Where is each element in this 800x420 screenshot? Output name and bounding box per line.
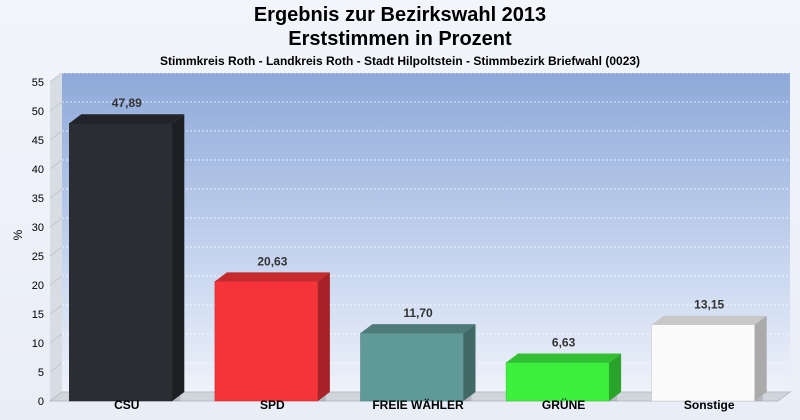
x-tick-label: Sonstige xyxy=(684,398,735,412)
y-tick-label: 55 xyxy=(32,77,44,89)
bar-side xyxy=(754,315,767,401)
gridline-side xyxy=(49,362,63,373)
bar-value-label: 13,15 xyxy=(694,298,724,312)
bar-top xyxy=(360,324,476,334)
bar-side xyxy=(463,324,476,401)
gridline-side xyxy=(49,101,63,112)
x-tick-label: GRÜNE xyxy=(542,397,585,412)
bar-top xyxy=(651,315,767,325)
gridline-side xyxy=(49,188,63,199)
gridline-side xyxy=(49,130,63,141)
bar-front xyxy=(505,362,610,402)
y-tick-label: 25 xyxy=(32,251,44,263)
plot-side-wall xyxy=(50,73,62,401)
bar-side xyxy=(317,272,330,401)
x-tick-label: SPD xyxy=(260,398,285,412)
bar-side xyxy=(172,114,185,401)
gridline-side xyxy=(49,217,63,228)
y-tick-label: 50 xyxy=(32,106,44,118)
bar-value-label: 6,63 xyxy=(552,336,576,350)
bar-side xyxy=(609,353,622,401)
gridline-side xyxy=(49,246,63,257)
chart-subtitle: Erststimmen in Prozent xyxy=(288,28,512,50)
bar-value-label: 20,63 xyxy=(257,254,287,268)
bar-csu xyxy=(69,114,185,402)
bar-front xyxy=(360,332,464,402)
y-tick-label: 35 xyxy=(32,193,44,205)
bar-value-label: 11,70 xyxy=(403,306,433,320)
y-tick-label: 40 xyxy=(32,164,44,176)
bar-top xyxy=(506,353,622,363)
bar-grüne xyxy=(505,353,622,402)
bar-top xyxy=(214,272,330,282)
y-tick-label: 15 xyxy=(32,309,44,321)
bar-front xyxy=(69,122,173,402)
chart-title: Ergebnis zur Bezirkswahl 2013 xyxy=(253,4,547,26)
bar-front xyxy=(214,281,319,402)
gridline-side xyxy=(49,275,63,286)
bar-sonstige xyxy=(651,315,767,402)
bar-front xyxy=(651,324,755,402)
chart-caption: Stimmkreis Roth - Landkreis Roth - Stadt… xyxy=(159,54,641,68)
y-axis-label: % xyxy=(11,229,25,240)
y-tick-label: 30 xyxy=(32,222,44,234)
x-tick-label: FREIE WÄHLER xyxy=(372,397,464,412)
bar-spd xyxy=(214,272,330,402)
gridline-side xyxy=(49,159,63,170)
gridline-side xyxy=(49,333,63,344)
x-tick-label: CSU xyxy=(114,398,139,412)
bar-freie-wähler xyxy=(360,324,476,402)
y-tick-label: 5 xyxy=(38,367,44,379)
y-tick-label: 45 xyxy=(32,135,44,147)
gridline-side xyxy=(49,304,63,315)
y-tick-label: 0 xyxy=(38,396,44,408)
y-tick-label: 20 xyxy=(32,280,44,292)
bar-top xyxy=(69,114,185,124)
bar-value-label: 47,89 xyxy=(112,96,142,110)
y-tick-label: 10 xyxy=(32,338,44,350)
gridline-side xyxy=(49,72,63,83)
